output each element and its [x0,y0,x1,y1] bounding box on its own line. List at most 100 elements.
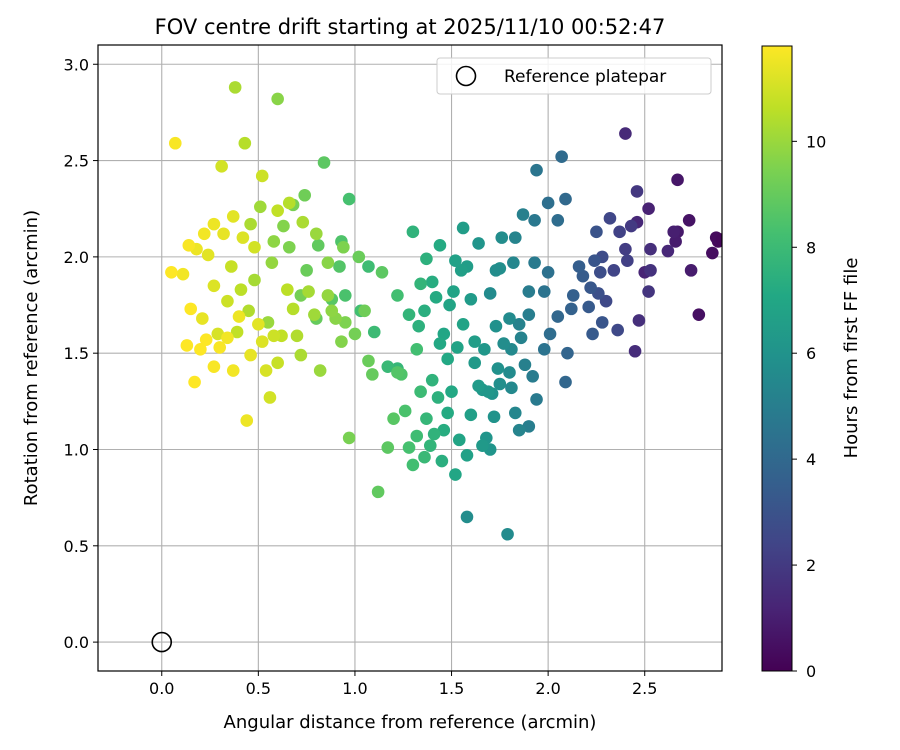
data-point [317,156,331,169]
data-point [644,264,657,277]
x-tick-label: 0.5 [246,679,271,698]
colorbar-tick-label: 8 [806,238,816,257]
data-point [493,377,507,391]
data-point [338,316,352,329]
colorbar-frame [761,45,793,672]
data-point [593,265,607,279]
data-point [225,260,238,273]
data-point [528,213,541,227]
y-tick-label: 1.0 [64,440,89,459]
data-point [621,254,634,268]
data-point [518,358,532,372]
data-point [410,343,424,356]
y-tick-label: 0.0 [64,633,89,652]
y-tick-label: 3.0 [64,55,89,74]
data-point [541,265,555,279]
x-tick-label: 1.5 [439,679,464,698]
data-point [503,312,516,325]
data-point [337,240,350,254]
data-point [632,314,646,327]
data-point [472,379,485,393]
data-point [692,308,706,321]
data-point [271,204,284,217]
data-point [445,385,458,399]
x-tick-label: 0.0 [149,679,174,698]
data-point [478,343,491,356]
data-points [165,81,722,541]
data-point [495,231,509,244]
data-point [342,431,356,445]
data-point [565,302,578,316]
data-point [410,429,424,443]
data-point [425,275,439,289]
data-point [433,239,447,252]
data-point [271,92,284,106]
data-point [342,192,356,206]
data-point [418,450,431,464]
legend-label: Reference platepar [504,67,666,87]
data-point [197,227,211,241]
data-point [168,136,182,150]
data-point [425,373,439,387]
data-point [211,327,225,341]
y-tick-label: 2.0 [64,248,89,267]
y-axis-label: Rotation from reference (arcmin) [21,210,42,506]
data-point [215,160,228,173]
data-point [603,212,617,225]
data-point [238,136,252,150]
data-point [537,285,551,298]
data-point [588,254,601,268]
data-point [644,242,657,256]
data-point [472,237,485,250]
data-point [624,219,638,233]
data-point [559,375,572,389]
colorbar-tick-label: 0 [806,662,816,681]
data-point [412,319,425,333]
data-point [207,279,221,293]
data-point [487,410,501,424]
data-point [503,366,516,379]
data-point [464,408,478,422]
data-point [367,325,381,339]
data-point [252,317,265,331]
data-point [505,381,518,395]
data-point [684,264,698,277]
data-point [194,343,207,356]
data-point [427,427,441,441]
data-point [188,375,201,389]
data-point [431,391,445,404]
data-point [348,327,362,341]
data-point [628,344,642,358]
data-point [642,202,655,216]
data-point [481,385,495,399]
data-point [456,221,470,235]
x-tick-label: 2.0 [535,679,560,698]
colorbar-label: Hours from first FF file [841,258,862,459]
data-point [302,285,315,298]
data-point [433,337,447,350]
data-point [551,310,565,323]
data-point [586,327,599,341]
data-point [541,196,555,210]
data-point [236,231,250,244]
data-point [447,285,460,298]
data-point [207,217,221,231]
data-point [230,325,244,339]
data-point [543,327,557,341]
data-point [611,323,624,337]
data-point [555,150,568,164]
data-point [576,269,590,283]
colorbar: 0 2 4 6 8 10 Hours from first FF file [761,45,862,681]
x-tick-label: 1.0 [342,679,367,698]
data-point [435,454,449,468]
data-point [265,256,279,269]
data-point [526,369,539,383]
legend-box [436,57,712,95]
data-point [310,227,323,241]
data-point [313,364,327,377]
data-point [437,423,451,437]
data-point [715,233,722,246]
data-point [607,264,621,277]
data-point [449,254,462,268]
data-point [207,360,221,373]
